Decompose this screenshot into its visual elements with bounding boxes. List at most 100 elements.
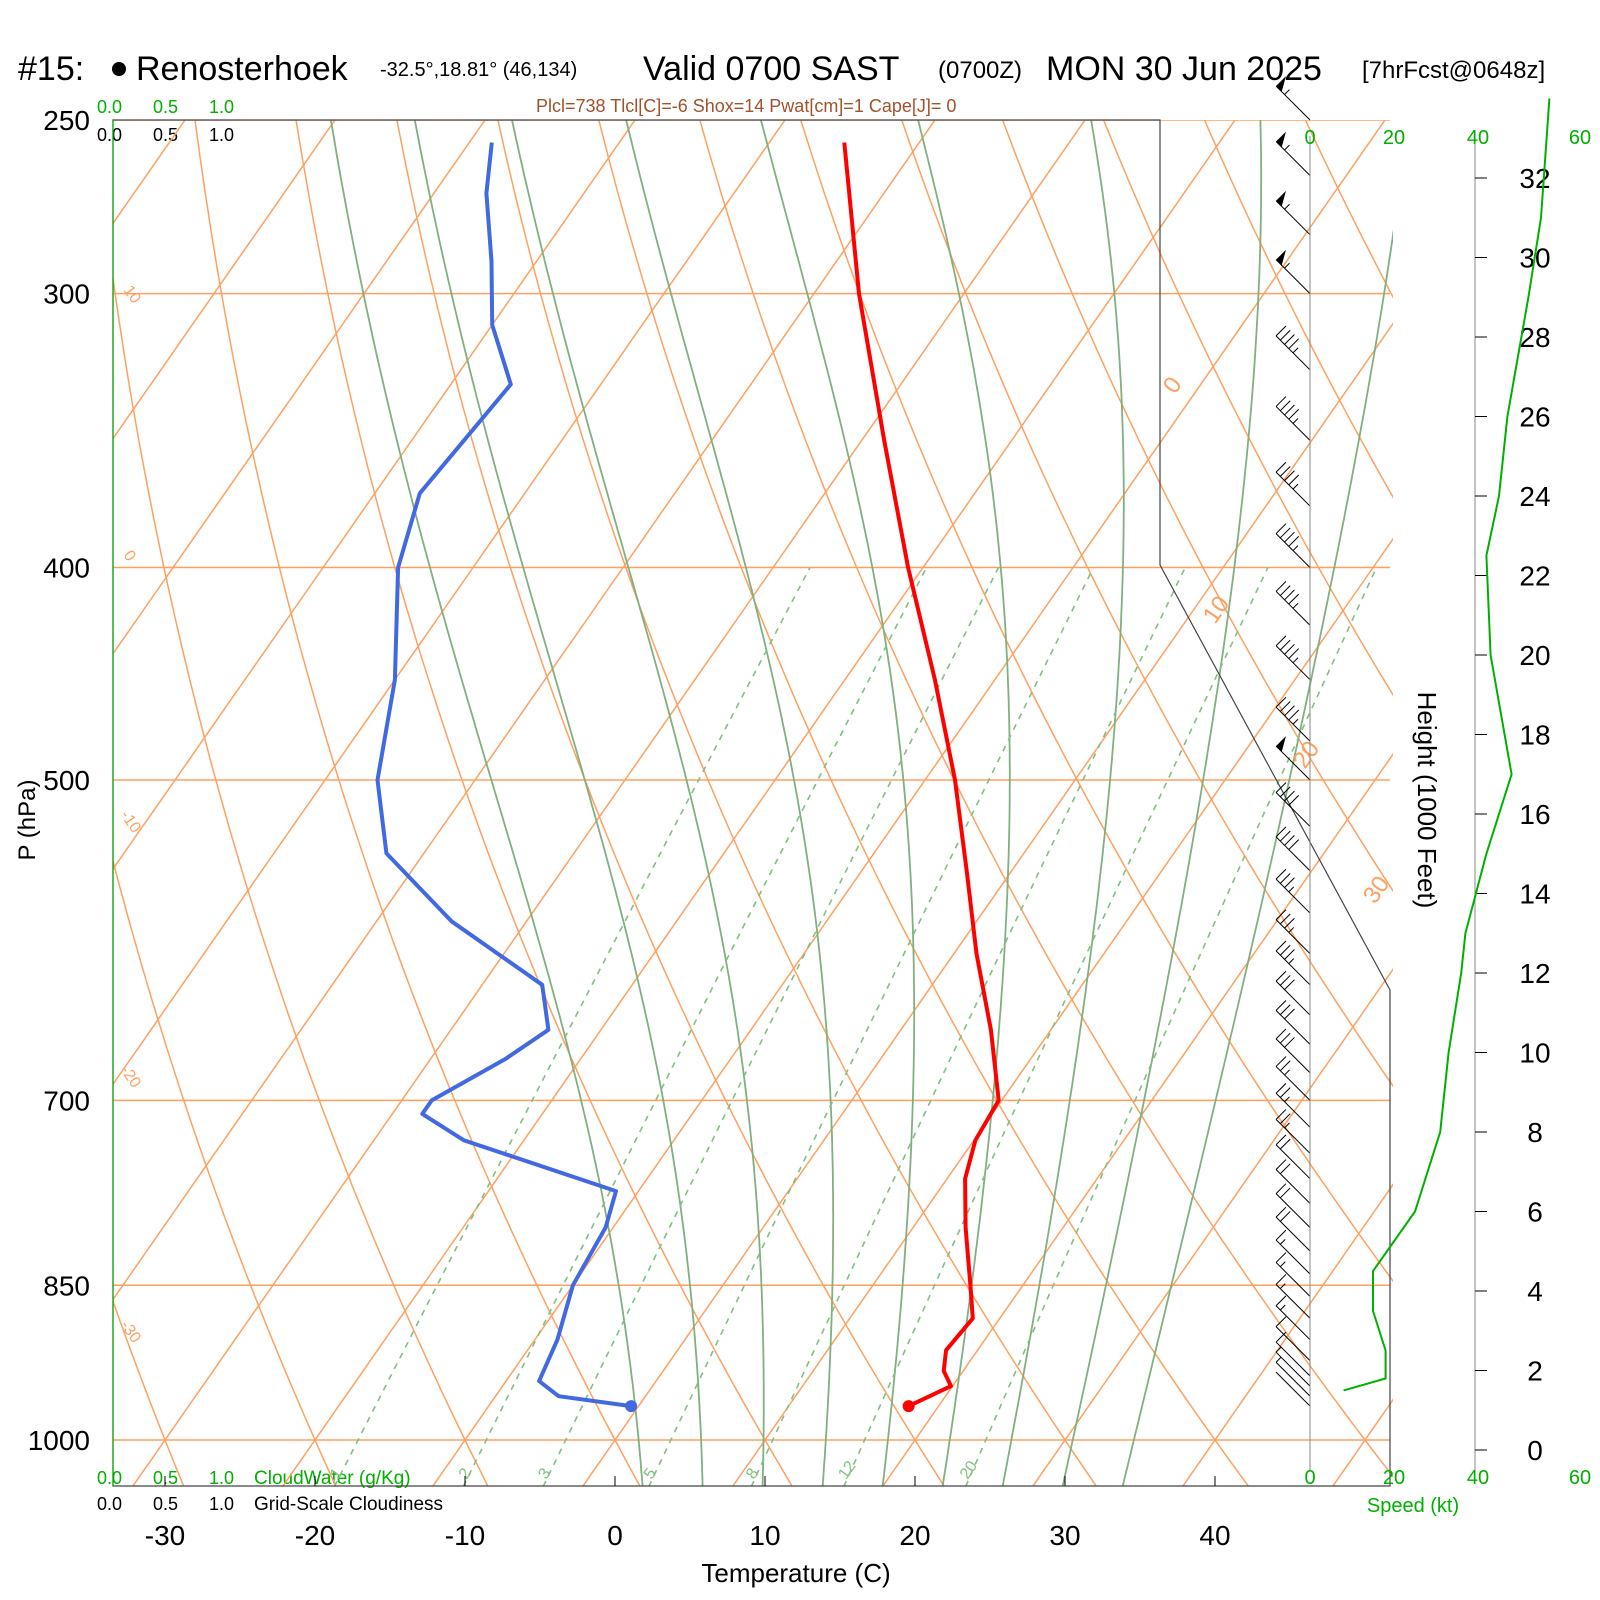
wind-barb (1275, 782, 1311, 827)
wind-barb-feather (1275, 1229, 1287, 1241)
speed-tick-bottom: 0 (1304, 1467, 1315, 1489)
wind-barb-feather (1288, 474, 1300, 486)
wind-barb-feather (1279, 639, 1291, 651)
speed-tick-top: 40 (1467, 127, 1489, 149)
moist-adiabat-line (413, 120, 704, 1486)
isotherm-line (282, 120, 1236, 1486)
wind-barb-feather (1279, 913, 1291, 925)
wind-barb-half-feather (1292, 347, 1299, 354)
wind-barb-shaft (1275, 792, 1311, 827)
wind-barb-feather (1275, 635, 1287, 647)
wind-barb-shaft (1275, 745, 1311, 781)
wind-barb-half-feather (1284, 1122, 1290, 1129)
dry-adiabat-line (1304, 120, 1393, 299)
wind-barb-feather (1284, 917, 1295, 929)
valid-time: Valid 0700 SAST (643, 50, 899, 88)
temperature-tick-label: 0 (607, 1520, 623, 1551)
cloudwater-tick-bottom-2: 1.0 (209, 1468, 234, 1488)
wind-barb (1275, 1109, 1311, 1154)
height-axis-title: Height (1000 Feet) (1412, 692, 1442, 909)
wind-barb (1275, 1083, 1311, 1128)
stability-indices: Plcl=738 Tlcl[C]=-6 Shox=14 Pwat[cm]=1 C… (536, 96, 956, 116)
wind-barb (1275, 696, 1311, 742)
pressure-tick-label: 300 (43, 279, 90, 310)
isotherm-label: 10 (120, 283, 144, 307)
wind-barb-feather (1279, 701, 1291, 712)
wind-barb-shaft (1275, 1326, 1311, 1361)
wind-barb-half-feather (1288, 927, 1295, 933)
valid-zulu: (0700Z) (938, 57, 1022, 84)
dry-adiabat-line (113, 1298, 185, 1486)
dewpoint-line (375, 142, 632, 1409)
wind-barb-feather (1275, 782, 1287, 793)
moist-adiabat-line (625, 120, 835, 1486)
isotherm-line (432, 120, 1386, 1486)
isotherm-line (1032, 967, 1393, 1486)
wind-barb (1275, 76, 1311, 121)
wind-barb-half-feather (1284, 203, 1290, 210)
wind-barb (1275, 190, 1311, 236)
mixing-ratio-line (333, 567, 811, 1486)
mixing-ratio-label: 12 (835, 1458, 859, 1482)
wind-barb-half-feather (1284, 1096, 1290, 1103)
cloudiness-tick-bottom-1: 0.5 (153, 1494, 178, 1514)
pressure-tick-label: 700 (43, 1085, 90, 1116)
height-tick-label: 26 (1519, 402, 1550, 433)
wind-barb (1275, 1252, 1311, 1297)
wind-barb-feather (1275, 868, 1287, 880)
wind-barb-feather (1288, 536, 1300, 547)
wind-barb-feather (1288, 794, 1300, 806)
wind-barb-feather (1275, 940, 1287, 952)
isotherm-label: -20 (117, 1063, 144, 1092)
wind-barb-half-feather (1288, 886, 1295, 893)
temperature-tick-label: 40 (1199, 1520, 1230, 1551)
wind-barb-shaft (1275, 1361, 1311, 1397)
speed-profile-line (1343, 98, 1551, 1392)
cloudwater-tick-bottom-1: 0.5 (153, 1468, 178, 1488)
dry-adiabat-line (295, 120, 793, 1486)
wind-barb-feather (1275, 581, 1287, 592)
temperature-tick-label: 20 (899, 1520, 930, 1551)
wind-barb-feather (1275, 696, 1287, 708)
wind-barb-half-feather (1288, 958, 1295, 964)
wind-barb-half-feather (1275, 1346, 1282, 1353)
wind-barb-shaft (1275, 1216, 1311, 1252)
wind-barb (1275, 1134, 1311, 1180)
isotherm-label: 0 (1158, 372, 1188, 398)
wind-barb-feather (1284, 334, 1295, 345)
station-name: Renosterhoek (136, 50, 349, 88)
wind-barb-shaft (1275, 1092, 1311, 1128)
height-tick-label: 2 (1527, 1356, 1543, 1387)
wind-barb (1275, 736, 1311, 781)
sounding-series (375, 142, 1001, 1413)
isotherm-line (113, 120, 486, 656)
speed-tick-top: 60 (1569, 127, 1591, 149)
wind-barb (1275, 249, 1311, 294)
wind-barb-feather (1279, 585, 1291, 596)
mixing-ratio-line (648, 567, 1095, 1486)
mixing-ratio-line (965, 567, 1378, 1486)
wind-barb-feather (1275, 826, 1287, 838)
wind-barb-shaft (1275, 1305, 1311, 1341)
wind-barb-feather (1275, 1109, 1287, 1120)
mixing-ratio-label: 5 (641, 1465, 660, 1482)
wind-barb (1275, 461, 1311, 507)
height-tick-label: 32 (1519, 163, 1550, 194)
temperature-tick-label: -30 (145, 1520, 185, 1551)
wind-barb-feather (1275, 1134, 1287, 1146)
wind-barb (1275, 635, 1311, 681)
moist-adiabat-line (1121, 229, 1393, 1486)
dry-adiabat-line (699, 120, 1393, 1478)
dry-adiabat-line (799, 120, 1393, 1283)
wind-barb (1275, 826, 1311, 872)
height-tick-label: 22 (1519, 561, 1550, 592)
wind-barb-feather (1288, 648, 1300, 659)
wind-barb (1275, 1295, 1311, 1341)
wind-barb-feather (1279, 1060, 1291, 1072)
height-tick-label: 4 (1527, 1276, 1543, 1307)
wind-barb-feather (1279, 1163, 1291, 1175)
wind-barb-feather (1275, 1295, 1287, 1307)
wind-barb-half-feather (1292, 418, 1299, 424)
wind-barb-feather (1275, 325, 1287, 337)
